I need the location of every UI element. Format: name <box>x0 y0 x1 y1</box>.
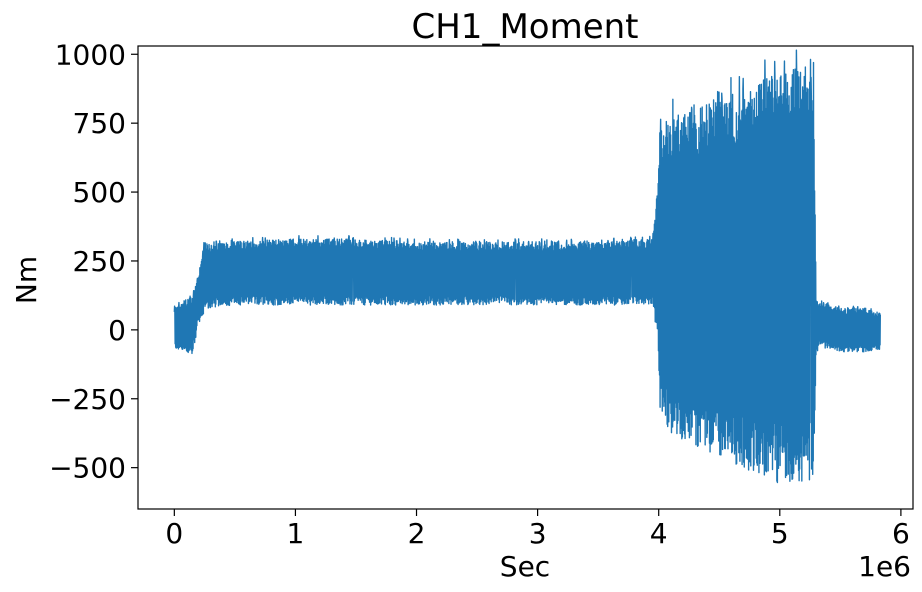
x-tick-label: 0 <box>165 517 183 550</box>
y-tick-label: 750 <box>73 107 126 140</box>
x-axis-offset-label: 1e6 <box>858 550 911 583</box>
y-tick-label: −250 <box>49 383 126 416</box>
x-axis-label: Sec <box>500 550 550 583</box>
x-tick-label: 5 <box>771 517 789 550</box>
y-tick-label: −500 <box>49 452 126 485</box>
y-tick-label: 500 <box>73 176 126 209</box>
chart-title: CH1_Moment <box>412 7 639 47</box>
plot-border <box>137 45 914 510</box>
y-tick-label: 250 <box>73 245 126 278</box>
series-line <box>173 49 881 484</box>
x-tick-label: 6 <box>892 517 910 550</box>
y-tick-label: 1000 <box>55 38 126 71</box>
y-tick-label: 0 <box>108 314 126 347</box>
x-tick-label: 4 <box>650 517 668 550</box>
plot-area <box>137 45 914 510</box>
x-tick-label: 3 <box>529 517 547 550</box>
series-layer <box>173 49 881 484</box>
y-axis-ticks: −500 −250 0 250 500 750 1000 <box>49 38 138 485</box>
x-tick-label: 1 <box>287 517 305 550</box>
y-axis-label: Nm <box>10 256 43 304</box>
x-axis-ticks: 0 1 2 3 4 5 6 <box>165 509 910 550</box>
x-tick-label: 2 <box>408 517 426 550</box>
